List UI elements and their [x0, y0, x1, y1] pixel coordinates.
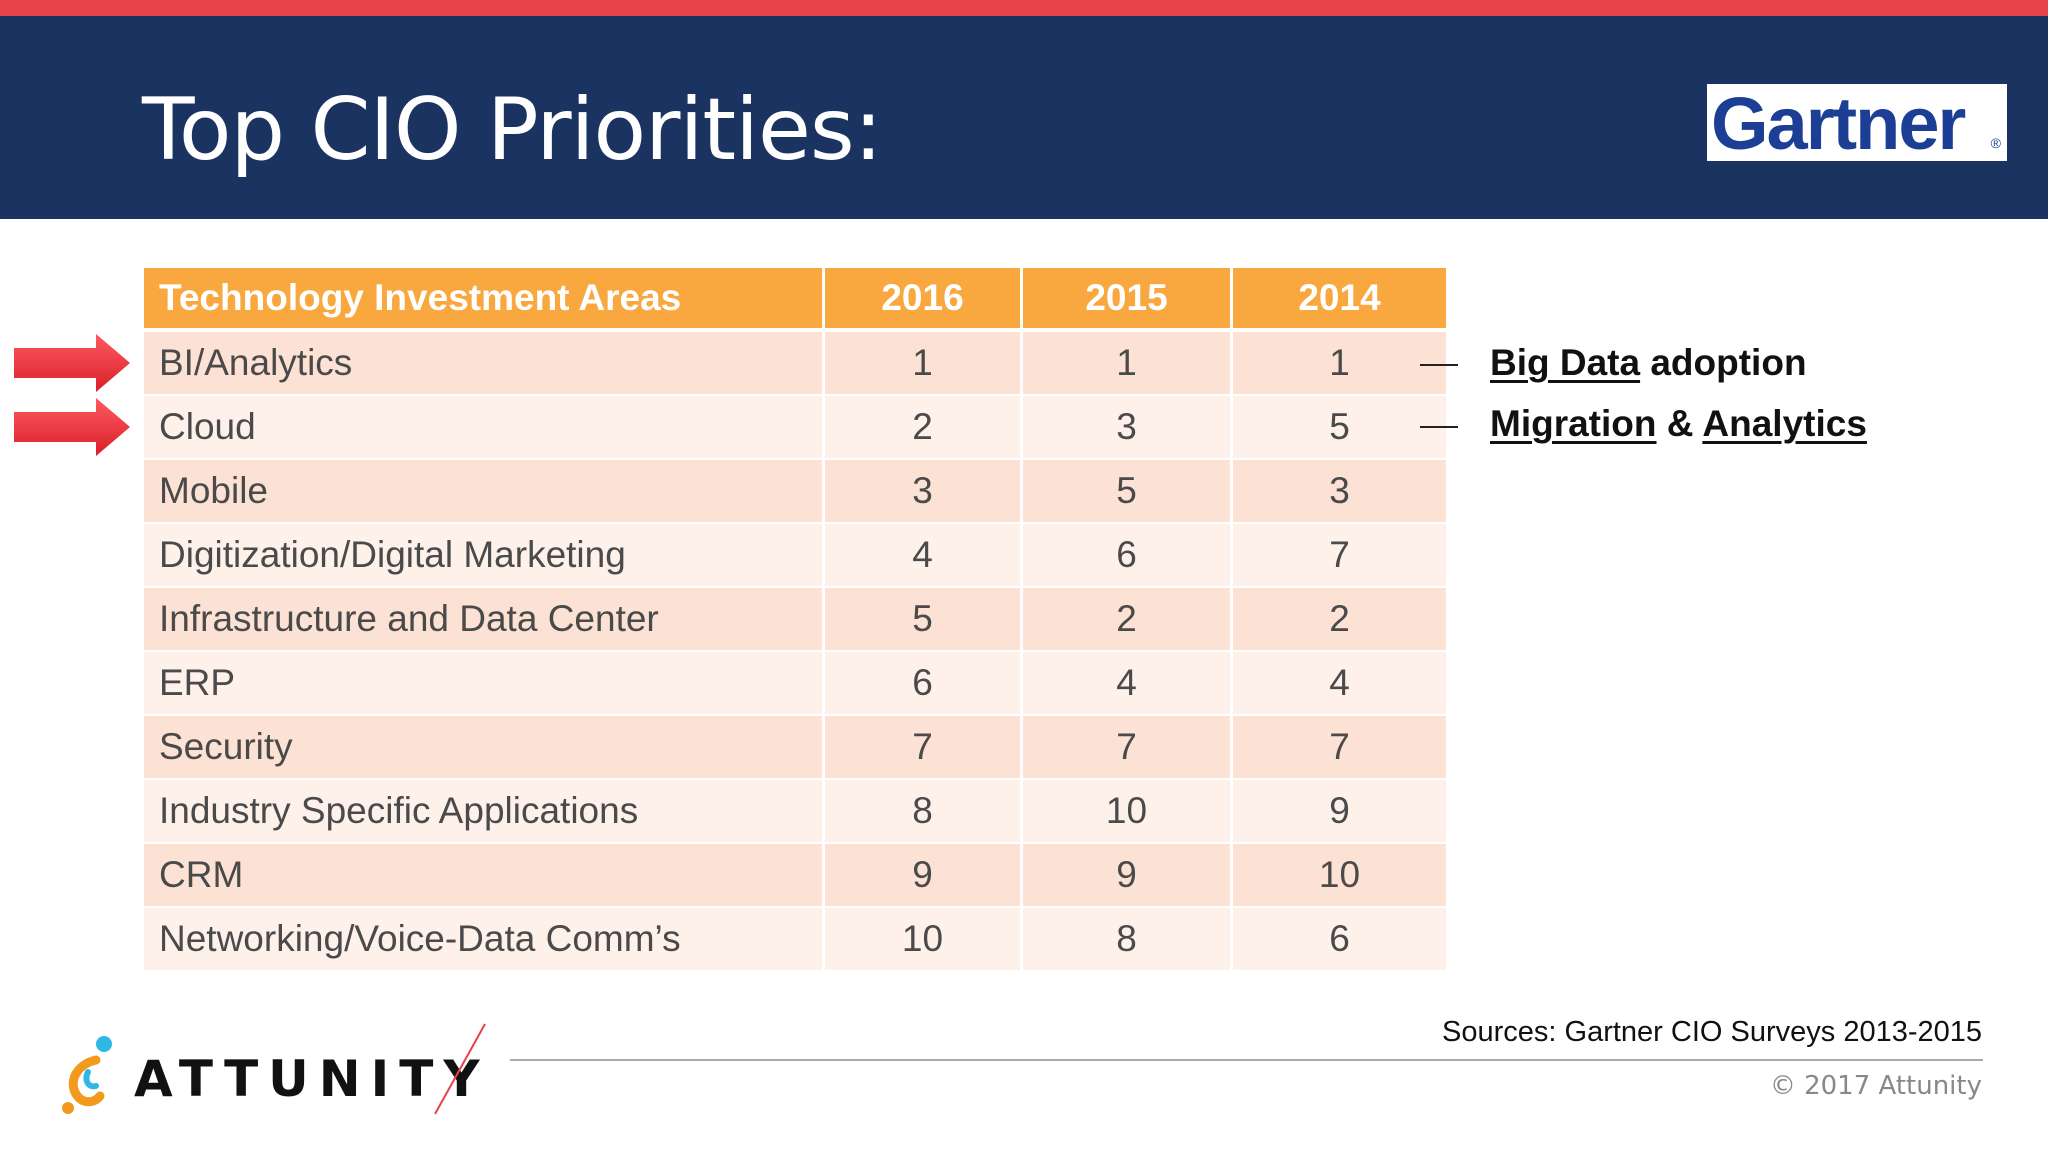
header-2014: 2014: [1233, 268, 1446, 332]
title-banner: Top CIO Priorities:: [0, 16, 2048, 219]
gartner-logo-text: Gartner: [1711, 82, 1966, 165]
rank-2015: 10: [1023, 780, 1230, 844]
rank-2014: 6: [1233, 908, 1446, 972]
row-area: Infrastructure and Data Center: [144, 588, 822, 652]
row-area: CRM: [144, 844, 822, 908]
rank-2015: 6: [1023, 524, 1230, 588]
rank-2016: 7: [825, 716, 1020, 780]
attunity-logo-text: ATTUNITY: [134, 1050, 490, 1108]
table-row: Security 7 7 7: [144, 716, 1446, 780]
rank-2014: 10: [1233, 844, 1446, 908]
table-row: CRM 9 9 10: [144, 844, 1446, 908]
rank-2016: 5: [825, 588, 1020, 652]
rank-2015: 7: [1023, 716, 1230, 780]
table-row: Digitization/Digital Marketing 4 6 7: [144, 524, 1446, 588]
rank-2016: 2: [825, 396, 1020, 460]
table-row: Mobile 3 5 3: [144, 460, 1446, 524]
rank-2014: 2: [1233, 588, 1446, 652]
attunity-logo-icon: [62, 1036, 112, 1114]
sources-note: Sources: Gartner CIO Surveys 2013-2015: [1442, 1016, 1982, 1048]
rank-2015: 5: [1023, 460, 1230, 524]
row-area: BI/Analytics: [144, 332, 822, 396]
rank-2015: 9: [1023, 844, 1230, 908]
rank-2014: 3: [1233, 460, 1446, 524]
rank-2014: 9: [1233, 780, 1446, 844]
header-investment-areas: Technology Investment Areas: [144, 268, 822, 332]
row-area: ERP: [144, 652, 822, 716]
rank-2014: 7: [1233, 716, 1446, 780]
row-area: Cloud: [144, 396, 822, 460]
rank-2016: 6: [825, 652, 1020, 716]
table-row: BI/Analytics 1 1 1: [144, 332, 1446, 396]
logo-divider-slash: [434, 1023, 486, 1115]
big-data-label: Big Data: [1490, 342, 1641, 383]
rank-2014: 1: [1233, 332, 1446, 396]
header-2016: 2016: [825, 268, 1020, 332]
rank-2014: 7: [1233, 524, 1446, 588]
table-row: Infrastructure and Data Center 5 2 2: [144, 588, 1446, 652]
rank-2015: 2: [1023, 588, 1230, 652]
annotation-dash: [1420, 364, 1458, 366]
table-row: Cloud 2 3 5: [144, 396, 1446, 460]
rank-2016: 9: [825, 844, 1020, 908]
table-row: Networking/Voice-Data Comm’s 10 8 6: [144, 908, 1446, 972]
migration-label: Migration: [1490, 403, 1657, 444]
slide-title: Top CIO Priorities:: [142, 80, 883, 180]
copyright-note: © 2017 Attunity: [1769, 1071, 1982, 1101]
rank-2015: 3: [1023, 396, 1230, 460]
rank-2016: 1: [825, 332, 1020, 396]
analytics-label: Analytics: [1702, 403, 1867, 444]
rank-2015: 1: [1023, 332, 1230, 396]
row-area: Industry Specific Applications: [144, 780, 822, 844]
rank-2015: 4: [1023, 652, 1230, 716]
rank-2016: 3: [825, 460, 1020, 524]
table-row: ERP 6 4 4: [144, 652, 1446, 716]
row-area: Digitization/Digital Marketing: [144, 524, 822, 588]
rank-2014: 4: [1233, 652, 1446, 716]
gartner-registered-mark: ®: [1990, 135, 2001, 151]
big-data-annotation: Big Data adoption: [1490, 342, 1807, 384]
adoption-label: adoption: [1640, 342, 1807, 383]
rank-2016: 10: [825, 908, 1020, 972]
migration-analytics-annotation: Migration & Analytics: [1490, 403, 1867, 445]
rank-2015: 8: [1023, 908, 1230, 972]
gartner-logo: Gartner ®: [1707, 82, 2007, 165]
top-accent-stripe: [0, 0, 2048, 16]
rank-2016: 8: [825, 780, 1020, 844]
annotation-dash: [1420, 426, 1458, 428]
ampersand-label: &: [1656, 403, 1703, 444]
footer-rule: [510, 1059, 1983, 1061]
rank-2016: 4: [825, 524, 1020, 588]
row-area: Mobile: [144, 460, 822, 524]
highlight-arrow-icon: [14, 334, 130, 392]
table-row: Industry Specific Applications 8 10 9: [144, 780, 1446, 844]
header-2015: 2015: [1023, 268, 1230, 332]
row-area: Networking/Voice-Data Comm’s: [144, 908, 822, 972]
priorities-table: Technology Investment Areas 2016 2015 20…: [141, 268, 1449, 972]
row-area: Security: [144, 716, 822, 780]
highlight-arrow-icon: [14, 398, 130, 456]
rank-2014: 5: [1233, 396, 1446, 460]
table-header-row: Technology Investment Areas 2016 2015 20…: [144, 268, 1446, 332]
